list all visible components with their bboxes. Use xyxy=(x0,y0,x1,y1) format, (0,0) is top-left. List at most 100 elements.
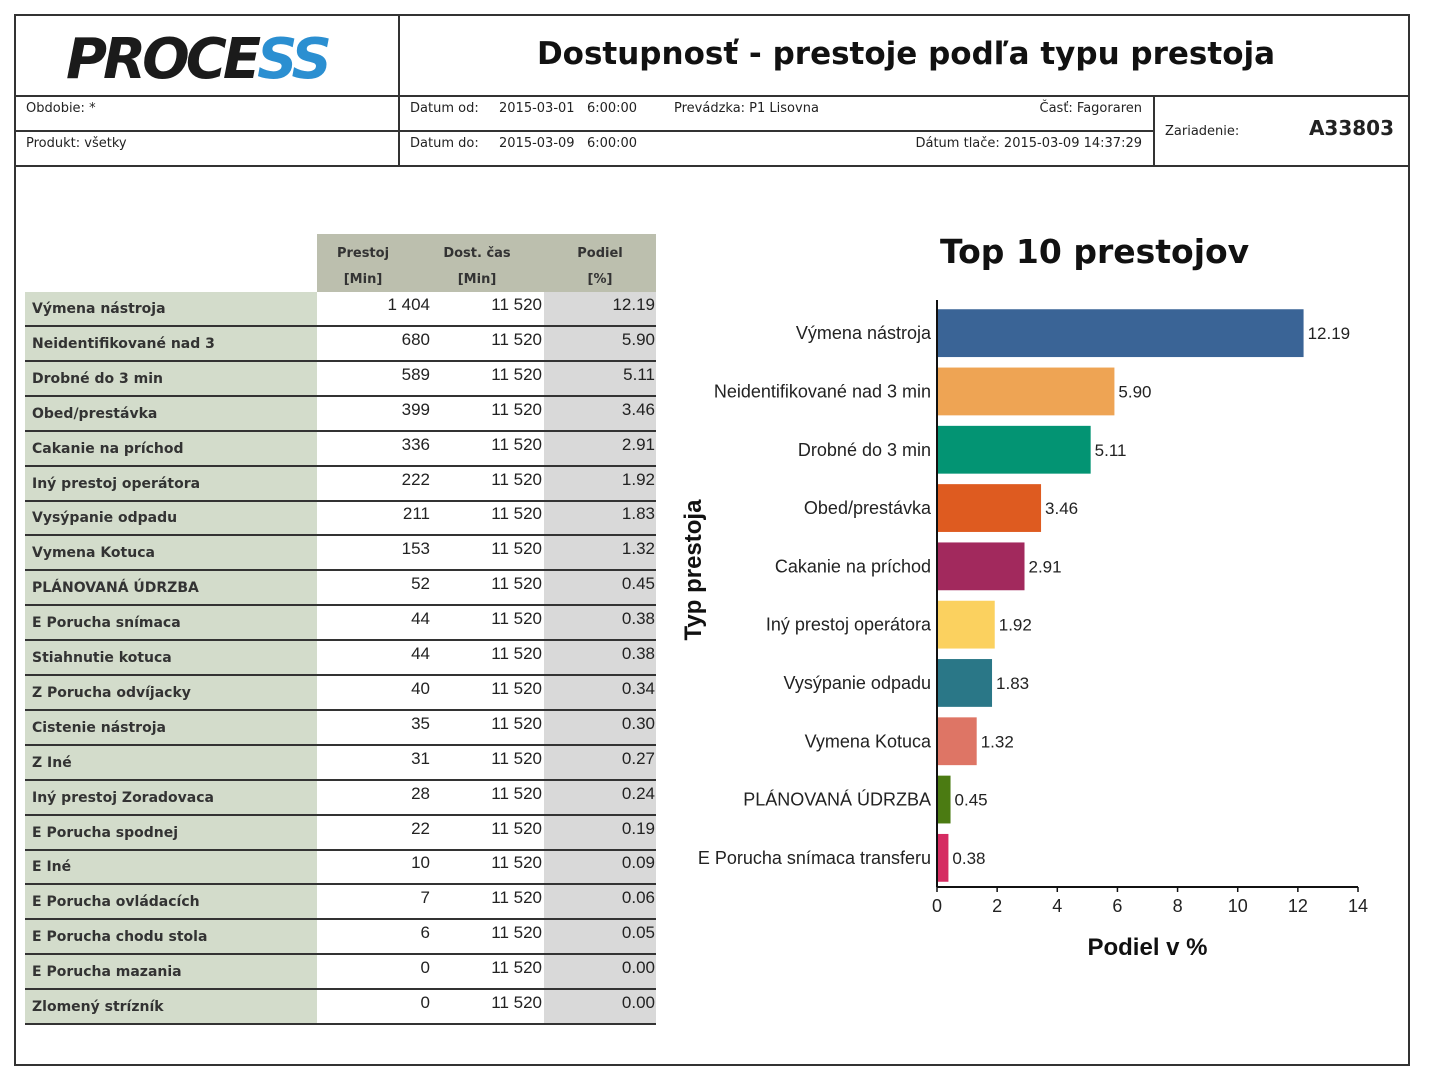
row-podiel: 0.38 xyxy=(621,609,655,629)
table-row: E Porucha ovládacích 7 11 520 0.06 xyxy=(25,885,656,921)
row-podiel: 0.05 xyxy=(621,923,655,943)
table-row: E Porucha mazania 0 11 520 0.00 xyxy=(25,955,656,991)
row-prestoj: 40 xyxy=(411,678,430,698)
row-prestoj: 31 xyxy=(411,748,430,768)
row-podiel: 0.19 xyxy=(621,818,655,838)
row-separator xyxy=(25,988,656,991)
row-podiel: 0.27 xyxy=(621,748,655,768)
row-separator xyxy=(25,743,656,746)
row-podiel: 12.19 xyxy=(612,295,655,314)
row-separator xyxy=(25,464,656,467)
row-label: Z Porucha odvíjacky xyxy=(32,684,191,701)
row-prestoj: 28 xyxy=(411,783,430,803)
row-label: E Porucha ovládacích xyxy=(32,894,200,911)
row-separator xyxy=(25,604,656,607)
table-row: Neidentifikované nad 3 680 11 520 5.90 xyxy=(25,327,656,362)
header-vdivider-1 xyxy=(398,14,400,167)
row-separator xyxy=(25,325,656,327)
row-dost-cas: 11 520 xyxy=(491,539,542,559)
row-dost-cas: 11 520 xyxy=(491,923,542,943)
row-podiel: 2.91 xyxy=(621,434,655,454)
label-column-bg xyxy=(25,292,317,1025)
row-prestoj: 0 xyxy=(420,993,430,1012)
row-separator xyxy=(25,953,656,956)
row-separator xyxy=(25,708,656,711)
row-label: Iný prestoj operátora xyxy=(32,475,201,492)
datum-od-value: 2015-03-01 6:00:00 xyxy=(499,101,638,116)
cast-label: Časť: Fagoraren xyxy=(1039,101,1143,116)
row-dost-cas: 11 520 xyxy=(491,504,542,524)
row-prestoj: 44 xyxy=(411,609,430,629)
row-prestoj: 10 xyxy=(411,853,430,873)
row-separator xyxy=(25,534,656,537)
table-row: Z Iné 31 11 520 0.27 xyxy=(25,746,656,781)
datum-tlace-label: Dátum tlače: 2015-03-09 14:37:29 xyxy=(915,136,1142,151)
table-row: Vysýpanie odpadu 211 11 520 1.83 xyxy=(25,501,656,537)
row-separator xyxy=(25,848,656,851)
table-row: Cistenie nástroja 35 11 520 0.30 xyxy=(25,711,656,746)
row-label: Vysýpanie odpadu xyxy=(32,510,178,527)
table-row: E Porucha spodnej 22 11 520 0.19 xyxy=(25,816,656,851)
row-label: E Porucha mazania xyxy=(32,964,182,981)
header-divider-1 xyxy=(14,95,1410,97)
row-podiel: 0.00 xyxy=(621,993,655,1012)
row-dost-cas: 11 520 xyxy=(491,748,542,768)
row-prestoj: 153 xyxy=(401,539,430,559)
report-title: Dostupnosť - prestoje podľa typu prestoj… xyxy=(536,36,1276,72)
datum-do-label: Datum do: xyxy=(410,136,479,151)
row-label: E Porucha spodnej xyxy=(32,824,179,841)
row-separator xyxy=(25,639,656,642)
row-prestoj: 0 xyxy=(420,958,430,978)
zariadenie-label: Zariadenie: xyxy=(1165,124,1240,139)
row-separator xyxy=(25,1023,656,1025)
table-row: PLÁNOVANÁ ÚDRZBA 52 11 520 0.45 xyxy=(25,571,656,607)
row-podiel: 0.34 xyxy=(621,678,655,698)
row-podiel: 0.00 xyxy=(621,958,655,978)
row-podiel: 1.83 xyxy=(621,504,655,524)
row-label: Neidentifikované nad 3 xyxy=(32,335,215,352)
row-dost-cas: 11 520 xyxy=(491,364,542,384)
table-row: Stiahnutie kotuca 44 11 520 0.38 xyxy=(25,641,656,676)
row-podiel: 5.11 xyxy=(623,364,655,384)
row-label: E Porucha chodu stola xyxy=(32,929,208,946)
zariadenie-value: A33803 xyxy=(1308,116,1394,140)
row-dost-cas: 11 520 xyxy=(491,329,542,349)
row-label: Vymena Kotuca xyxy=(32,545,155,562)
table-row: Iný prestoj Zoradovaca 28 11 520 0.24 xyxy=(25,781,656,816)
row-prestoj: 35 xyxy=(411,713,430,733)
row-prestoj: 6 xyxy=(420,923,430,943)
row-podiel: 0.24 xyxy=(621,783,655,803)
row-podiel: 0.30 xyxy=(621,713,655,733)
row-label: Stiahnutie kotuca xyxy=(32,650,172,666)
table-row: Iný prestoj operátora 222 11 520 1.92 xyxy=(25,467,656,502)
podiel-column-bg xyxy=(544,292,656,1025)
row-label: Iný prestoj Zoradovaca xyxy=(32,789,214,806)
datum-do-value: 2015-03-09 6:00:00 xyxy=(499,136,638,151)
row-label: Obed/prestávka xyxy=(32,405,158,422)
row-prestoj: 22 xyxy=(411,818,430,838)
row-podiel: 0.06 xyxy=(621,888,655,908)
row-podiel: 0.09 xyxy=(621,853,655,873)
row-podiel: 1.32 xyxy=(621,539,655,559)
row-separator xyxy=(25,883,656,886)
prevadzka-label: Prevádzka: P1 Lisovna xyxy=(674,101,819,116)
header-divider-3 xyxy=(14,165,1410,167)
row-dost-cas: 11 520 xyxy=(491,678,542,698)
row-dost-cas: 11 520 xyxy=(491,574,542,594)
row-separator xyxy=(25,813,656,816)
row-prestoj: 222 xyxy=(401,469,430,489)
row-separator xyxy=(25,394,656,397)
table-header: Prestoj [Min] Dost. čas [Min] Podiel [%] xyxy=(317,234,656,292)
table-row: Vymena Kotuca 153 11 520 1.32 xyxy=(25,536,656,572)
row-separator xyxy=(25,359,656,362)
table-row: Výmena nástroja 1 404 11 520 12.19 xyxy=(25,292,656,327)
row-dost-cas: 11 520 xyxy=(491,783,542,803)
col-header-podiel: Podiel [%] xyxy=(577,246,623,287)
row-prestoj: 399 xyxy=(401,399,430,419)
table-row: Cakanie na príchod 336 11 520 2.91 xyxy=(25,432,656,467)
row-label: Výmena nástroja xyxy=(32,301,166,317)
datum-od-label: Datum od: xyxy=(410,101,479,116)
row-prestoj: 211 xyxy=(402,504,430,524)
row-dost-cas: 11 520 xyxy=(491,644,542,663)
row-label: Cakanie na príchod xyxy=(32,440,184,457)
